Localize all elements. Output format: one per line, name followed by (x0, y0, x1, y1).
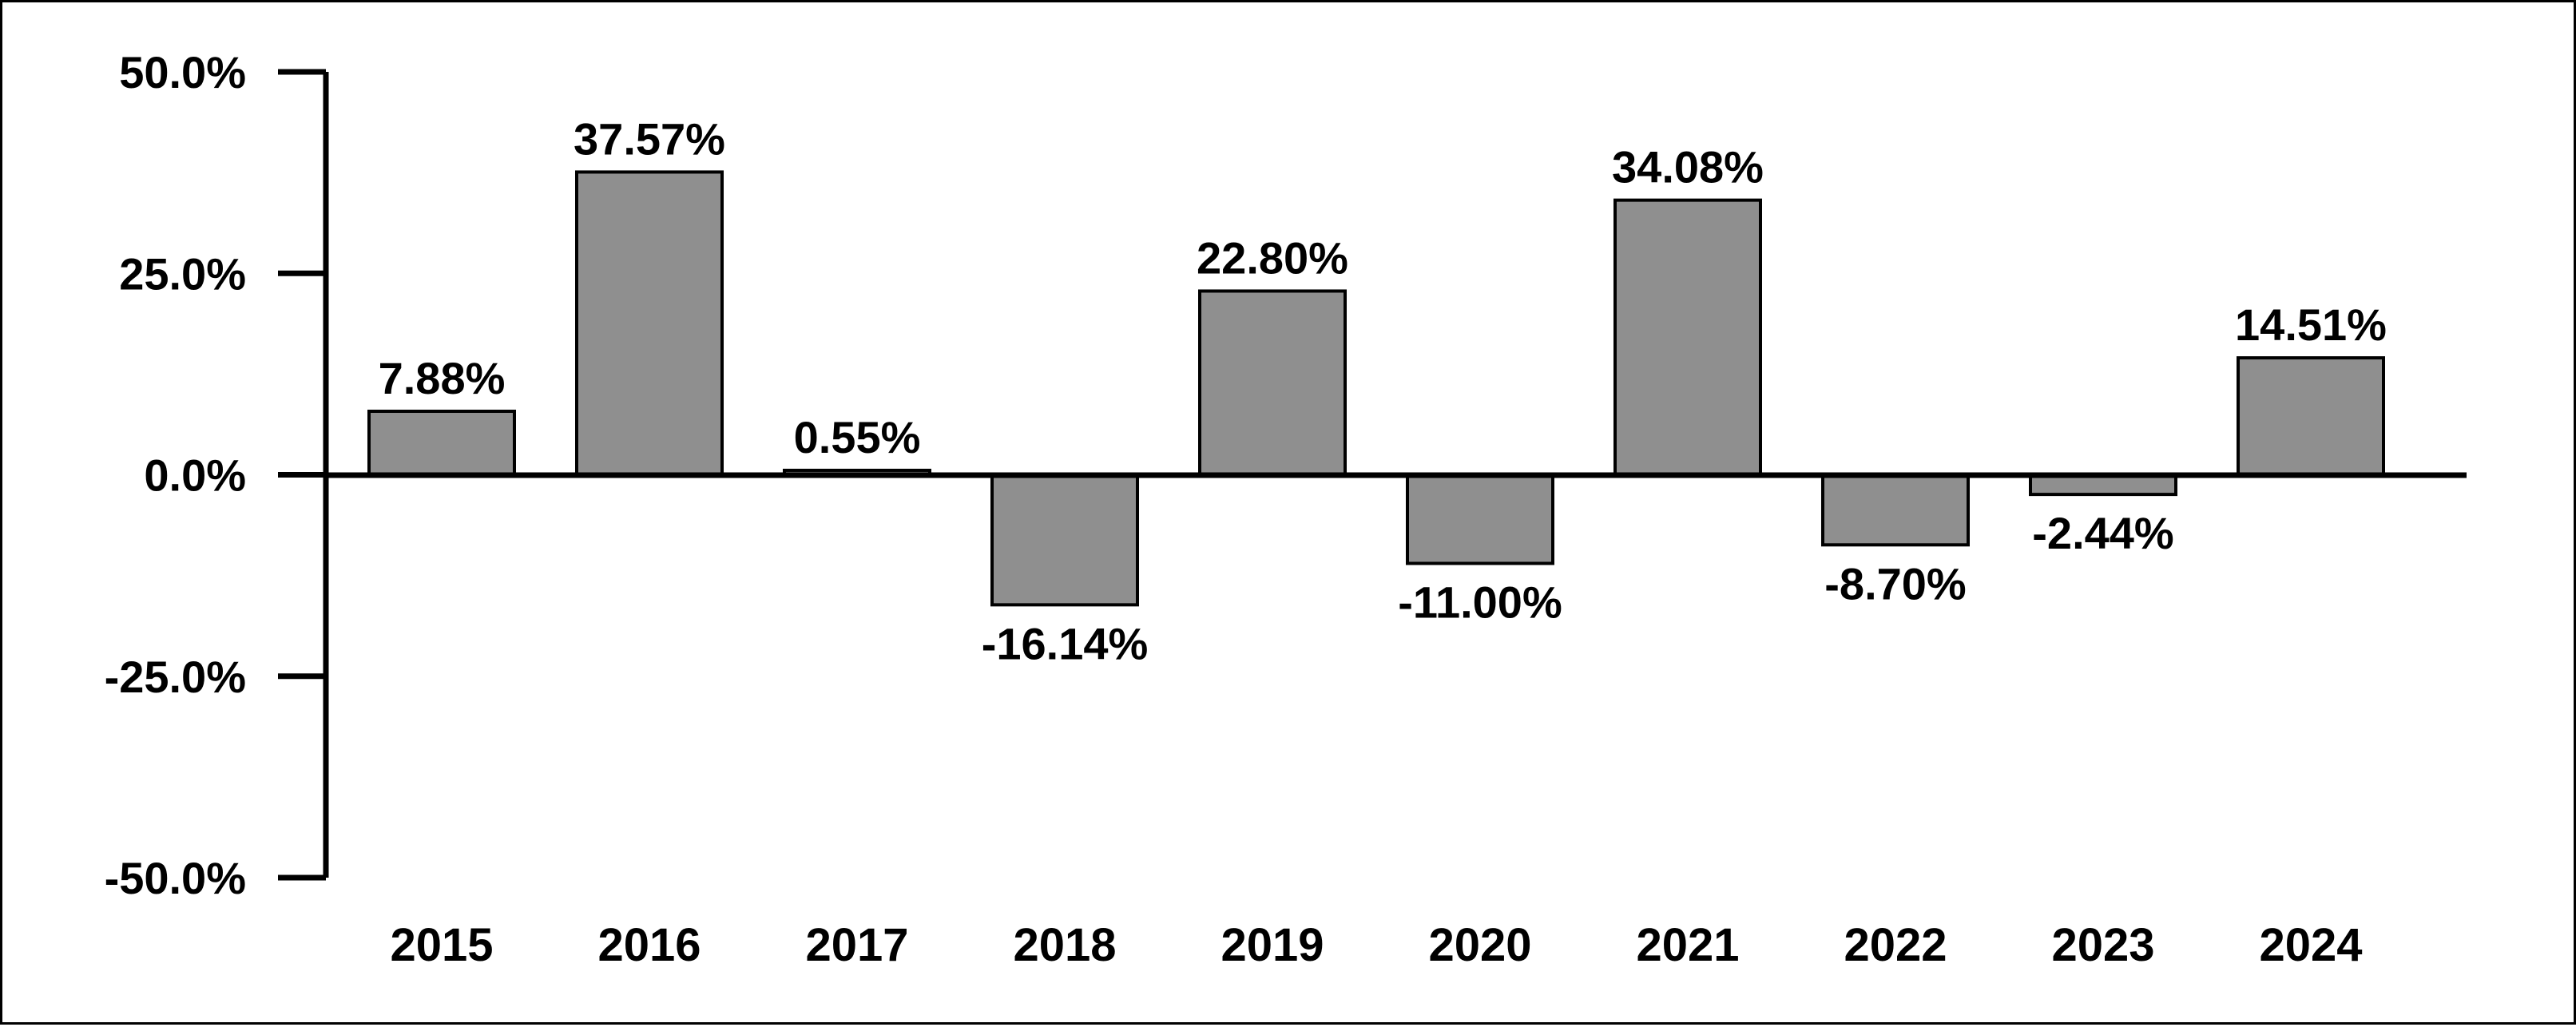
x-axis: 2015 2016 2017 2018 2019 2020 2021 2022 2023 2024 (326, 472, 2467, 971)
y-tick-label: 0.0% (144, 450, 246, 501)
data-label: -8.70% (1824, 558, 1966, 609)
bar (1613, 198, 1762, 477)
bar (1821, 474, 1970, 547)
x-tick-label: 2023 (2051, 919, 2154, 971)
y-axis: 50.0% 25.0% 0.0% -25.0% -50.0% (105, 47, 329, 903)
x-tick-label: 2024 (2259, 919, 2362, 971)
y-tick-label: -50.0% (105, 853, 246, 903)
bar (367, 409, 516, 478)
data-labels: 7.88% 37.57% 0.55% -16.14% 22.80% -11.00% 34.0… (379, 113, 2387, 668)
y-tick-label: -25.0% (105, 652, 246, 702)
bar (990, 474, 1139, 607)
data-label: 7.88% (379, 353, 506, 403)
bar (1406, 474, 1554, 565)
x-tick-label: 2017 (805, 919, 908, 971)
x-tick-label: 2021 (1636, 919, 1739, 971)
bars (367, 170, 2385, 607)
data-label: 37.57% (574, 113, 725, 164)
bar (575, 170, 724, 477)
data-label: 34.08% (1612, 142, 1764, 192)
x-tick-label: 2016 (597, 919, 701, 971)
data-label: 22.80% (1197, 232, 1348, 283)
data-label: -16.14% (982, 618, 1149, 668)
data-label: 14.51% (2235, 299, 2387, 350)
x-tick-label: 2019 (1221, 919, 1324, 971)
data-label: -2.44% (2032, 508, 2173, 558)
data-label: -11.00% (1398, 577, 1562, 627)
x-tick-label: 2015 (390, 919, 493, 971)
y-tick-label: 25.0% (119, 248, 246, 299)
x-tick-label: 2022 (1844, 919, 1947, 971)
y-tick-label: 50.0% (119, 47, 246, 97)
data-label: 0.55% (794, 412, 921, 462)
bar (2237, 356, 2385, 477)
x-tick-label: 2018 (1013, 919, 1116, 971)
bar (2029, 474, 2177, 497)
x-tick-label: 2020 (1428, 919, 1531, 971)
bar (1198, 289, 1347, 477)
